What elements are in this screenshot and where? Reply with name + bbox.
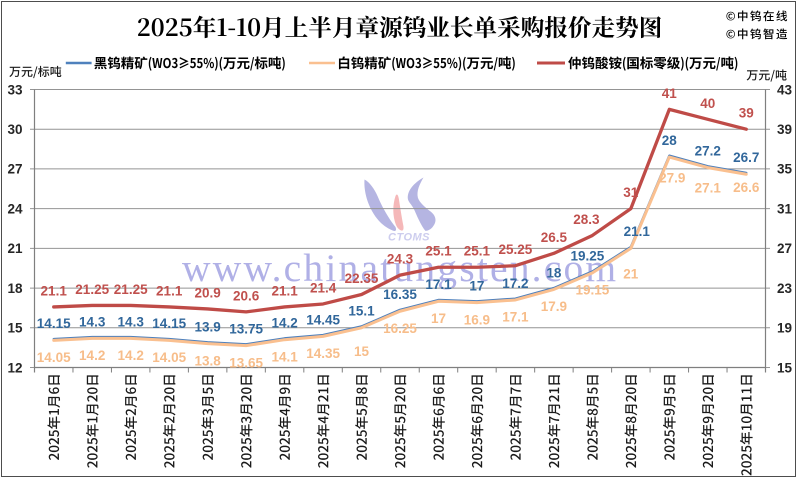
svg-text:30: 30 bbox=[7, 122, 22, 137]
svg-text:27: 27 bbox=[777, 241, 792, 256]
svg-text:27.2: 27.2 bbox=[695, 144, 721, 159]
svg-text:14.2: 14.2 bbox=[271, 316, 297, 331]
svg-text:39: 39 bbox=[739, 106, 754, 121]
svg-text:www.chinatungsten.com: www.chinatungsten.com bbox=[182, 246, 618, 290]
svg-text:39: 39 bbox=[777, 122, 792, 137]
svg-text:21.1: 21.1 bbox=[624, 224, 651, 239]
svg-text:21.1: 21.1 bbox=[156, 283, 183, 298]
svg-text:13.8: 13.8 bbox=[194, 353, 221, 368]
svg-text:31: 31 bbox=[623, 185, 639, 200]
svg-text:28.3: 28.3 bbox=[573, 212, 600, 227]
svg-text:33: 33 bbox=[7, 82, 23, 97]
svg-text:35: 35 bbox=[777, 162, 793, 177]
svg-text:25.25: 25.25 bbox=[499, 242, 533, 257]
svg-text:13.9: 13.9 bbox=[194, 320, 220, 335]
svg-text:15.1: 15.1 bbox=[348, 304, 375, 319]
svg-text:25.1: 25.1 bbox=[425, 244, 452, 259]
svg-text:25.1: 25.1 bbox=[464, 244, 491, 259]
svg-text:17.1: 17.1 bbox=[502, 310, 529, 325]
svg-text:26.5: 26.5 bbox=[541, 230, 568, 245]
svg-text:21.4: 21.4 bbox=[310, 281, 337, 296]
svg-text:16.35: 16.35 bbox=[383, 287, 417, 302]
svg-text:13.75: 13.75 bbox=[229, 322, 263, 337]
svg-text:14.35: 14.35 bbox=[306, 346, 340, 361]
svg-text:16.25: 16.25 bbox=[383, 321, 417, 336]
svg-text:19: 19 bbox=[777, 321, 792, 336]
svg-text:15: 15 bbox=[777, 360, 793, 375]
svg-text:17: 17 bbox=[431, 311, 446, 326]
svg-text:19.25: 19.25 bbox=[571, 249, 605, 264]
svg-text:21.1: 21.1 bbox=[271, 283, 298, 298]
svg-text:21.1: 21.1 bbox=[41, 283, 68, 298]
svg-text:21.25: 21.25 bbox=[75, 282, 109, 297]
svg-text:24: 24 bbox=[7, 201, 23, 216]
svg-text:17.9: 17.9 bbox=[541, 299, 567, 314]
svg-text:21: 21 bbox=[7, 241, 23, 256]
svg-text:28: 28 bbox=[662, 133, 678, 148]
svg-text:41: 41 bbox=[662, 86, 678, 101]
svg-text:19.15: 19.15 bbox=[576, 283, 610, 298]
svg-text:CTOMS: CTOMS bbox=[388, 232, 430, 244]
svg-text:17.1: 17.1 bbox=[425, 277, 452, 292]
svg-text:21: 21 bbox=[623, 267, 639, 282]
svg-text:22.35: 22.35 bbox=[345, 271, 379, 286]
svg-text:20.9: 20.9 bbox=[194, 285, 220, 300]
svg-text:14.3: 14.3 bbox=[118, 314, 145, 329]
svg-text:17.2: 17.2 bbox=[502, 276, 528, 291]
svg-text:18: 18 bbox=[7, 281, 23, 296]
svg-text:40: 40 bbox=[700, 96, 715, 111]
svg-text:27: 27 bbox=[7, 162, 22, 177]
svg-text:14.15: 14.15 bbox=[152, 316, 186, 331]
svg-text:26.7: 26.7 bbox=[733, 150, 759, 165]
svg-text:15: 15 bbox=[7, 321, 23, 336]
svg-text:23: 23 bbox=[777, 281, 793, 296]
svg-text:14.1: 14.1 bbox=[271, 349, 298, 364]
svg-text:16.9: 16.9 bbox=[464, 312, 490, 327]
svg-text:14.15: 14.15 bbox=[37, 316, 71, 331]
svg-text:14.3: 14.3 bbox=[79, 314, 106, 329]
svg-text:14.05: 14.05 bbox=[152, 350, 186, 365]
svg-text:18: 18 bbox=[546, 265, 562, 280]
svg-text:43: 43 bbox=[777, 82, 793, 97]
svg-text:15: 15 bbox=[354, 344, 370, 359]
svg-text:14.05: 14.05 bbox=[37, 350, 71, 365]
svg-text:31: 31 bbox=[777, 201, 793, 216]
svg-text:14.2: 14.2 bbox=[79, 348, 105, 363]
svg-text:20.6: 20.6 bbox=[233, 288, 260, 303]
svg-text:21.25: 21.25 bbox=[114, 282, 148, 297]
svg-text:27.9: 27.9 bbox=[659, 171, 685, 186]
svg-text:24.3: 24.3 bbox=[387, 252, 414, 267]
svg-text:26.6: 26.6 bbox=[733, 180, 760, 195]
svg-text:17: 17 bbox=[469, 279, 484, 294]
svg-text:12: 12 bbox=[7, 360, 22, 375]
svg-text:14.45: 14.45 bbox=[306, 312, 340, 327]
svg-text:14.2: 14.2 bbox=[118, 348, 144, 363]
svg-text:13.65: 13.65 bbox=[229, 355, 263, 370]
svg-text:27.1: 27.1 bbox=[695, 180, 722, 195]
